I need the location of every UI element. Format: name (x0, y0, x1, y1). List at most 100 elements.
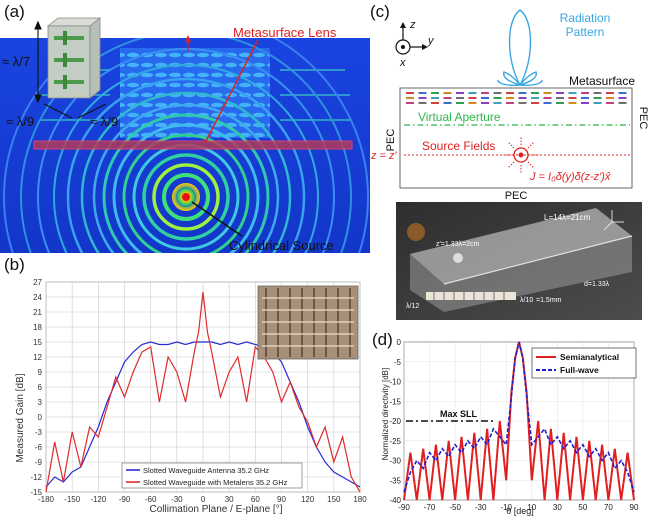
panel-a-label: (a) (4, 2, 25, 21)
d-y-tick: -10 (389, 378, 401, 387)
c-source-fields-label: Source Fields (422, 139, 495, 153)
b-y-tick: 3 (38, 398, 43, 407)
c-axis-y: y (427, 35, 435, 47)
lens-callout-label: Metasurface Lens (233, 25, 337, 40)
b-metalens-photo-inset (257, 285, 359, 360)
panel-c-label: (c) (370, 2, 390, 21)
b-series-lines (45, 291, 361, 493)
b-y-tick: 9 (38, 368, 43, 377)
c-photo-lambda10: λ/10 (520, 297, 533, 304)
b-legend-entry-1: Slotted Waveguide Antenna 35.2 GHz (143, 466, 269, 475)
d-x-tick: -70 (424, 503, 436, 512)
d-series-2 (403, 341, 635, 493)
c-photo-mm: =1.5mm (536, 297, 562, 304)
c-radiation-label-line1: Radiation (560, 11, 611, 25)
c-line-source (503, 137, 539, 173)
unit-cell-inset (46, 17, 102, 99)
d-y-tick: -5 (394, 358, 402, 367)
d-x-axis-label: θ [deg] (506, 506, 534, 516)
b-y-axis-label: Measured Gain [dB] (15, 373, 26, 462)
b-x-tick: 30 (225, 495, 234, 504)
c-pec-right: PEC (637, 107, 649, 130)
dim-height-label: ≈ λ/7 (2, 54, 30, 69)
b-y-tick: 21 (33, 308, 42, 317)
b-x-tick: 90 (277, 495, 286, 504)
dim-depth-label: ≈ λ/9 (6, 114, 34, 129)
d-y-tick: -35 (389, 476, 401, 485)
b-series-1 (45, 341, 361, 488)
b-x-tick: -60 (145, 495, 157, 504)
d-y-tick: -20 (389, 417, 401, 426)
panel-c-schematic: z y x Radiation Pattern Metasurface PEC … (370, 9, 649, 200)
c-z-equals: z = z′ (370, 150, 398, 162)
d-legend-entry-1: Semianalytical (560, 352, 619, 362)
b-tick-labels: -180 -150 -120 -90 -60 -30 0 30 60 90 120 150 180272… (30, 278, 367, 504)
d-legend: Semianalytical Full-wave (531, 347, 637, 379)
c-radiation-label-line2: Pattern (566, 25, 605, 39)
c-axis-z: z (409, 19, 416, 31)
d-y-tick: -40 (389, 496, 401, 505)
b-y-tick: 27 (33, 278, 42, 287)
c-photo-length: L=14λ=21cm (544, 213, 591, 222)
c-photo-lambda12: λ/12 (406, 303, 419, 310)
d-y-tick: -15 (389, 397, 401, 406)
b-gridlines (45, 281, 361, 493)
d-x-tick: 90 (630, 503, 639, 512)
c-photo-axes (603, 210, 624, 231)
panel-d-chart: Normalized directivity [dB] θ [deg] -90-… (381, 338, 639, 516)
b-x-tick: 0 (201, 495, 206, 504)
b-y-tick: 15 (33, 338, 42, 347)
b-y-tick: 0 (38, 413, 43, 422)
b-legend-entry-2: Slotted Waveguide with Metalens 35.2 GHz (143, 478, 288, 487)
panel-b-chart: Measured Gain [dB] Collimation Plane / E… (15, 278, 367, 515)
panel-a-field-map: ≈ λ/7 ≈ λ/9 ≈ λ/9 Metasurface Lens Cylin… (0, 17, 370, 253)
source-callout-line (191, 201, 243, 237)
d-x-tick: 10 (527, 503, 536, 512)
c-photo-zprime: z′=1.33λ=2cm (436, 241, 480, 248)
propagation-arrowhead (185, 35, 191, 42)
d-x-tick: 50 (578, 503, 587, 512)
c-feed-connector (453, 253, 463, 263)
b-y-tick: 6 (38, 383, 43, 392)
c-photo-d: d=1.33λ (584, 281, 610, 288)
d-legend-entry-2: Full-wave (560, 365, 599, 375)
c-metasurface-layers (406, 92, 627, 104)
d-x-tick: -50 (449, 503, 461, 512)
b-y-tick: -9 (35, 458, 43, 467)
c-axis-x: x (399, 57, 406, 69)
d-y-axis-label: Normalized directivity [dB] (381, 368, 390, 460)
b-y-tick: 18 (33, 323, 42, 332)
d-y-tick: -25 (389, 437, 401, 446)
d-y-tick: -30 (389, 457, 401, 466)
b-x-axis-label: Collimation Plane / E-plane [°] (150, 504, 283, 515)
d-y-tick: 0 (397, 338, 402, 347)
d-tick-labels: -90 -70 -50 -30 -10 10 30 50 70 90 0 -5 -10 -15 -20 -25… (389, 338, 639, 512)
b-x-tick: 180 (353, 495, 367, 504)
b-y-tick: -3 (35, 428, 43, 437)
c-pec-left: PEC (385, 129, 397, 152)
b-legend: Slotted Waveguide Antenna 35.2 GHz Slott… (121, 462, 303, 489)
c-radiation-pattern (497, 9, 543, 87)
b-y-tick: -6 (35, 443, 43, 452)
b-y-tick: 24 (33, 293, 42, 302)
d-x-tick: -90 (398, 503, 410, 512)
d-x-tick: -30 (475, 503, 487, 512)
source-callout-label: Cylindrical Source (229, 238, 334, 253)
panel-b-label: (b) (4, 255, 25, 274)
d-series-lines (403, 341, 635, 501)
d-x-tick: 30 (553, 503, 562, 512)
panel-d-label: (d) (372, 330, 393, 349)
b-x-tick: -30 (171, 495, 183, 504)
d-x-tick: 70 (604, 503, 613, 512)
c-pec-bottom: PEC (505, 190, 528, 200)
b-x-tick: 120 (301, 495, 315, 504)
metasurface-lens-strip (33, 140, 353, 150)
b-x-tick: -120 (90, 495, 107, 504)
lens-callout-line (204, 39, 259, 144)
b-x-tick: -150 (64, 495, 81, 504)
c-pec-box (399, 87, 633, 189)
c-prototype-body (410, 208, 632, 312)
b-x-tick: 60 (251, 495, 260, 504)
b-x-tick: 150 (327, 495, 341, 504)
